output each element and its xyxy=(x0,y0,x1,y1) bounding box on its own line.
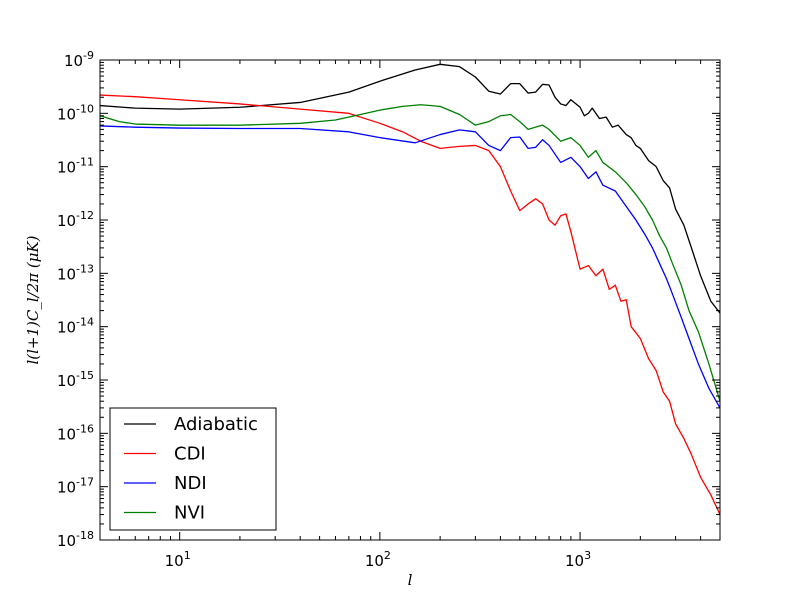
legend-label-cdi: CDI xyxy=(174,444,206,465)
y-axis-label: l(l+1)C_l/2π (μK) xyxy=(24,235,42,364)
y-tick-label: 10-17 xyxy=(57,476,94,497)
x-tick-label: 101 xyxy=(165,549,191,570)
ticks-layer: 101 102 103 10-9 10-10 10-11 10-12 10-13 10-14 10… xyxy=(57,49,721,570)
legend-label-nvi: NVI xyxy=(174,503,205,524)
legend-frame xyxy=(109,407,277,531)
y-tick-label: 10-10 xyxy=(57,102,94,123)
series-layer xyxy=(100,63,720,515)
legend-label-ndi: NDI xyxy=(174,473,207,494)
y-tick-label: 10-14 xyxy=(57,316,94,337)
y-tick-label: 10-15 xyxy=(57,369,94,390)
series-line-cdi xyxy=(100,94,720,515)
x-tick-label: 102 xyxy=(365,549,391,570)
y-tick-label: 10-11 xyxy=(57,156,94,177)
series-line-adiabatic xyxy=(100,63,720,314)
y-tick-label: 10-18 xyxy=(57,529,94,550)
x-tick-label: 103 xyxy=(565,549,591,570)
y-tick-label: 10-12 xyxy=(57,209,94,230)
legend-label-adiabatic: Adiabatic xyxy=(174,414,258,435)
y-tick-label: 10-13 xyxy=(57,262,94,283)
y-tick-label: 10-9 xyxy=(64,49,94,70)
x-axis-label: l xyxy=(408,571,413,589)
plot-frame xyxy=(99,59,721,541)
y-tick-label: 10-16 xyxy=(57,422,94,443)
series-line-nvi xyxy=(100,104,720,402)
legend: Adiabatic CDI NDI NVI xyxy=(109,407,277,531)
series-line-ndi xyxy=(100,125,720,409)
